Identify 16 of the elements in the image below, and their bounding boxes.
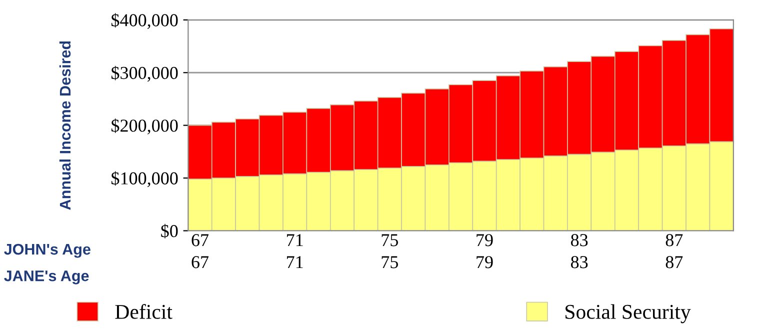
text: JANE's Age [4,270,89,284]
y-tick-label: $200,000 [112,118,178,134]
y-tick-label: $0 [161,224,178,238]
text: JOHN's Age [4,244,90,258]
legend-label: Deficit [115,304,172,319]
y-tick-label: $100,000 [112,171,178,188]
y-axis-title: Annual Income Desired [59,41,71,210]
x-tick-label: 67 67 [192,234,209,268]
y-tick-label: $300,000 [112,66,178,82]
x-tick-label: 75 75 [382,234,398,268]
x-tick-label: 71 71 [287,234,303,268]
x-tick-label: 83 83 [571,234,588,268]
legend-label: Social Security [566,304,691,324]
x-tick-label: 79 79 [476,234,493,268]
x-tick-label: 87 87 [666,234,683,268]
y-tick-label: $400,000 [112,13,178,29]
